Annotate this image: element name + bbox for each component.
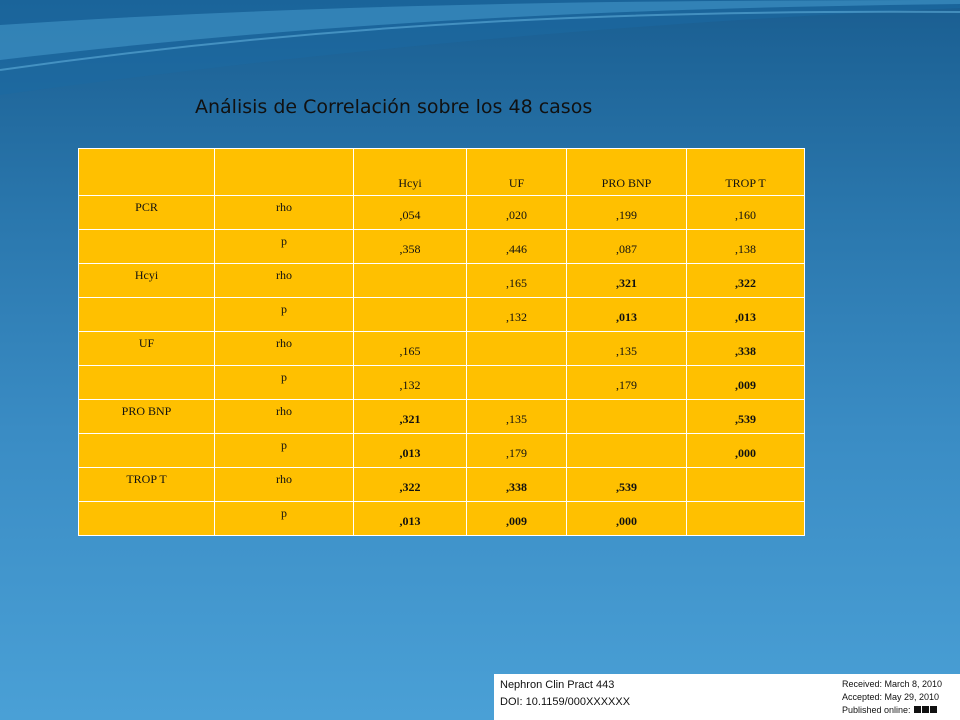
- value-cell: [686, 467, 805, 502]
- header-cell: [78, 148, 215, 196]
- row-label: [78, 433, 215, 468]
- value-cell: ,013: [353, 433, 467, 468]
- value-cell: ,087: [566, 229, 687, 264]
- header-cell-hcyi: Hcyi: [353, 148, 467, 196]
- stat-label: p: [214, 501, 354, 536]
- row-label: [78, 501, 215, 536]
- header-cell-uf: UF: [466, 148, 567, 196]
- row-label: PCR: [78, 195, 215, 230]
- row-label: [78, 297, 215, 332]
- row-label: Hcyi: [78, 263, 215, 298]
- value-cell: ,138: [686, 229, 805, 264]
- value-cell: ,054: [353, 195, 467, 230]
- stat-label: rho: [214, 195, 354, 230]
- value-cell: [566, 433, 687, 468]
- table-row: PCR rho ,054,020,199,160: [78, 195, 805, 230]
- value-cell: [466, 331, 567, 366]
- header-cell: [214, 148, 354, 196]
- table-row: p ,132 ,179,009: [78, 365, 805, 400]
- value-cell: ,179: [466, 433, 567, 468]
- value-cell: ,165: [353, 331, 467, 366]
- table-row: p ,013,179 ,000: [78, 433, 805, 468]
- value-cell: ,446: [466, 229, 567, 264]
- stat-label: p: [214, 297, 354, 332]
- value-cell: ,338: [466, 467, 567, 502]
- stat-label: p: [214, 433, 354, 468]
- citation-footer: Nephron Clin Pract 443 DOI: 10.1159/000X…: [494, 674, 960, 720]
- value-cell: [353, 263, 467, 298]
- received-date: Received: March 8, 2010: [842, 679, 943, 689]
- value-cell: [686, 501, 805, 536]
- row-label: [78, 229, 215, 264]
- value-cell: ,000: [566, 501, 687, 536]
- value-cell: ,321: [566, 263, 687, 298]
- value-cell: ,160: [686, 195, 805, 230]
- correlation-table: Hcyi UF PRO BNP TROP T PCR rho ,054,020,19…: [78, 148, 805, 536]
- value-cell: ,135: [566, 331, 687, 366]
- header-cell-pro-bnp: PRO BNP: [566, 148, 687, 196]
- doi-text: DOI: 10.1159/000XXXXXX: [500, 696, 631, 708]
- header-row: Hcyi UF PRO BNP TROP T: [78, 148, 805, 196]
- value-cell: ,009: [686, 365, 805, 400]
- value-cell: ,199: [566, 195, 687, 230]
- published-label: Published online:: [842, 705, 911, 715]
- value-cell: ,322: [686, 263, 805, 298]
- stat-label: rho: [214, 263, 354, 298]
- slide-title: Análisis de Correlación sobre los 48 cas…: [195, 96, 593, 118]
- accepted-date: Accepted: May 29, 2010: [842, 692, 940, 702]
- value-cell: ,358: [353, 229, 467, 264]
- value-cell: ,013: [353, 501, 467, 536]
- value-cell: ,020: [466, 195, 567, 230]
- table-row: p ,132,013,013: [78, 297, 805, 332]
- row-label: TROP T: [78, 467, 215, 502]
- value-cell: ,132: [353, 365, 467, 400]
- row-label: [78, 365, 215, 400]
- value-cell: ,165: [466, 263, 567, 298]
- table-row: Hcyi rho ,165,321,322: [78, 263, 805, 298]
- value-cell: ,539: [566, 467, 687, 502]
- value-cell: ,322: [353, 467, 467, 502]
- value-cell: [466, 365, 567, 400]
- value-cell: ,539: [686, 399, 805, 434]
- journal-name: Nephron Clin Pract 443: [500, 679, 615, 691]
- value-cell: ,009: [466, 501, 567, 536]
- stat-label: rho: [214, 467, 354, 502]
- value-cell: ,135: [466, 399, 567, 434]
- redacted-boxes-icon: [913, 704, 938, 717]
- value-cell: ,000: [686, 433, 805, 468]
- stat-label: p: [214, 229, 354, 264]
- value-cell: ,132: [466, 297, 567, 332]
- value-cell: [353, 297, 467, 332]
- value-cell: ,013: [566, 297, 687, 332]
- table-row: p ,358,446,087,138: [78, 229, 805, 264]
- value-cell: [566, 399, 687, 434]
- value-cell: ,321: [353, 399, 467, 434]
- table-row: p ,013,009,000: [78, 501, 805, 536]
- row-label: UF: [78, 331, 215, 366]
- stat-label: rho: [214, 331, 354, 366]
- value-cell: ,179: [566, 365, 687, 400]
- stat-label: rho: [214, 399, 354, 434]
- background-swoosh: [0, 0, 960, 95]
- table-row: PRO BNP rho ,321,135 ,539: [78, 399, 805, 434]
- value-cell: ,338: [686, 331, 805, 366]
- stat-label: p: [214, 365, 354, 400]
- value-cell: ,013: [686, 297, 805, 332]
- header-cell-trop-t: TROP T: [686, 148, 805, 196]
- row-label: PRO BNP: [78, 399, 215, 434]
- table-row: UF rho ,165 ,135,338: [78, 331, 805, 366]
